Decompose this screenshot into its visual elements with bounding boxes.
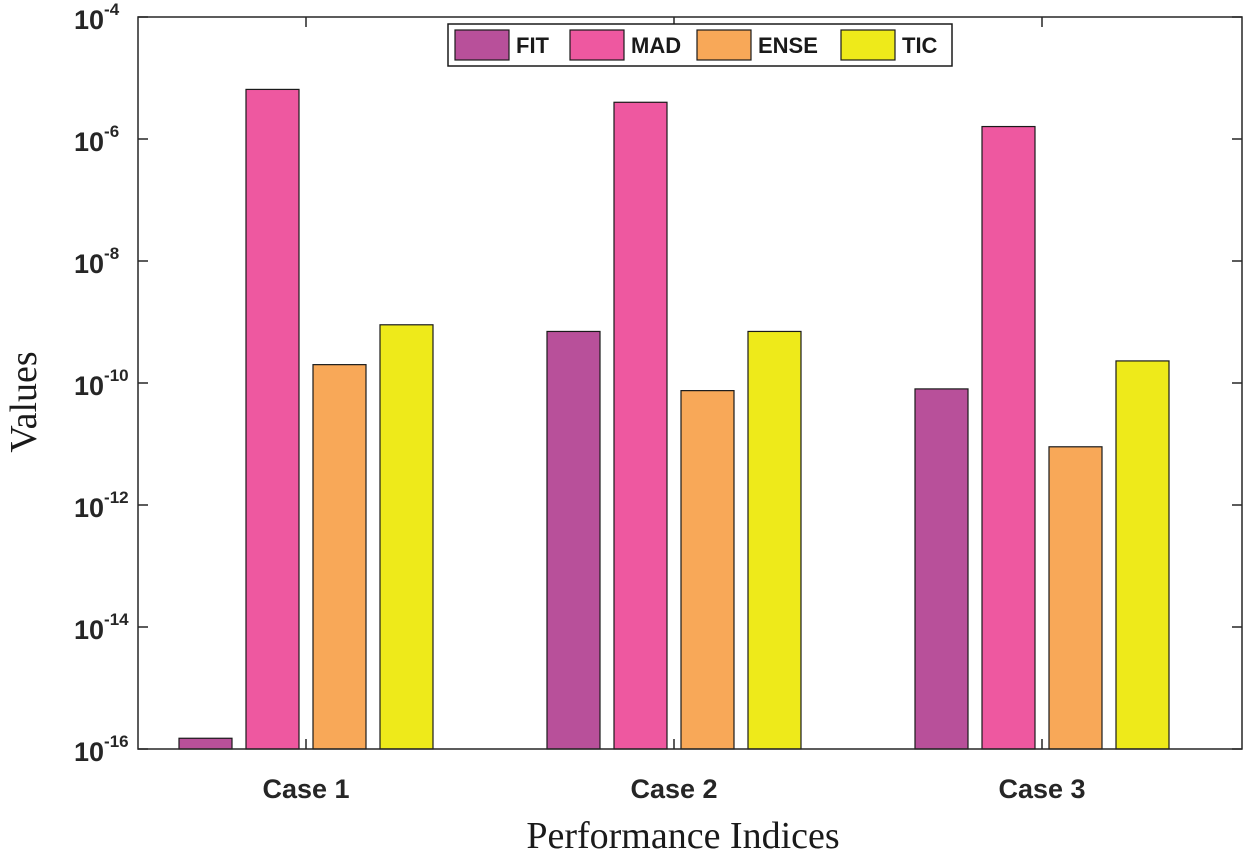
legend-swatch-ense xyxy=(696,29,752,61)
y-tick-label: 10-16 xyxy=(74,732,129,767)
y-tick-label-exponent: -8 xyxy=(104,244,119,263)
bars-group xyxy=(178,88,1170,750)
y-tick-label-base: 10 xyxy=(74,615,104,645)
bar-tic-case-2 xyxy=(747,330,802,750)
bar-mad-case-1 xyxy=(245,88,300,750)
y-tick-label-base: 10 xyxy=(74,371,104,401)
y-tick-label: 10-10 xyxy=(74,366,129,401)
bar-tic-case-3 xyxy=(1115,360,1170,750)
y-tick-label-base: 10 xyxy=(74,493,104,523)
bar-fit-case-3 xyxy=(914,388,969,750)
y-tick-label-base: 10 xyxy=(74,5,104,35)
legend-swatch-mad xyxy=(569,29,625,61)
y-tick-label: 10-6 xyxy=(74,122,119,157)
legend-label-ense: ENSE xyxy=(758,33,818,58)
legend: FIT MAD ENSE TIC xyxy=(447,23,953,67)
y-tick-label: 10-14 xyxy=(74,610,129,645)
bar-fit-case-1 xyxy=(178,737,233,750)
x-axis-title: Performance Indices xyxy=(526,815,839,857)
legend-label-fit: FIT xyxy=(516,33,550,58)
y-tick-label-exponent: -6 xyxy=(104,122,119,141)
y-tick-label-base: 10 xyxy=(74,737,104,767)
x-tick-label: Case 1 xyxy=(262,774,349,804)
bar-fit-case-2 xyxy=(546,330,601,750)
y-tick-label-base: 10 xyxy=(74,249,104,279)
y-tick-label-exponent: -14 xyxy=(104,610,129,629)
y-tick-label-exponent: -10 xyxy=(104,366,129,385)
y-tick-label-base: 10 xyxy=(74,127,104,157)
y-tick-label: 10-4 xyxy=(74,0,120,35)
legend-swatch-fit xyxy=(454,29,510,61)
x-axis-ticks: Case 1 Case 2 Case 3 xyxy=(262,17,1086,804)
y-tick-label: 10-12 xyxy=(74,488,129,523)
y-tick-label: 10-8 xyxy=(74,244,119,279)
legend-label-tic: TIC xyxy=(902,33,938,58)
y-tick-label-exponent: -4 xyxy=(104,0,120,19)
bar-mad-case-2 xyxy=(613,101,668,750)
y-tick-label-exponent: -12 xyxy=(104,488,129,507)
bar-ense-case-1 xyxy=(312,364,367,750)
bar-ense-case-2 xyxy=(680,390,735,750)
y-tick-label-exponent: -16 xyxy=(104,732,129,751)
bar-mad-case-3 xyxy=(981,125,1036,750)
x-tick-label: Case 3 xyxy=(998,774,1085,804)
x-tick-label: Case 2 xyxy=(630,774,717,804)
bar-ense-case-3 xyxy=(1048,446,1103,750)
y-axis-title: Values xyxy=(3,351,45,452)
bar-tic-case-1 xyxy=(379,324,434,750)
legend-swatch-tic xyxy=(840,29,896,61)
legend-label-mad: MAD xyxy=(631,33,681,58)
